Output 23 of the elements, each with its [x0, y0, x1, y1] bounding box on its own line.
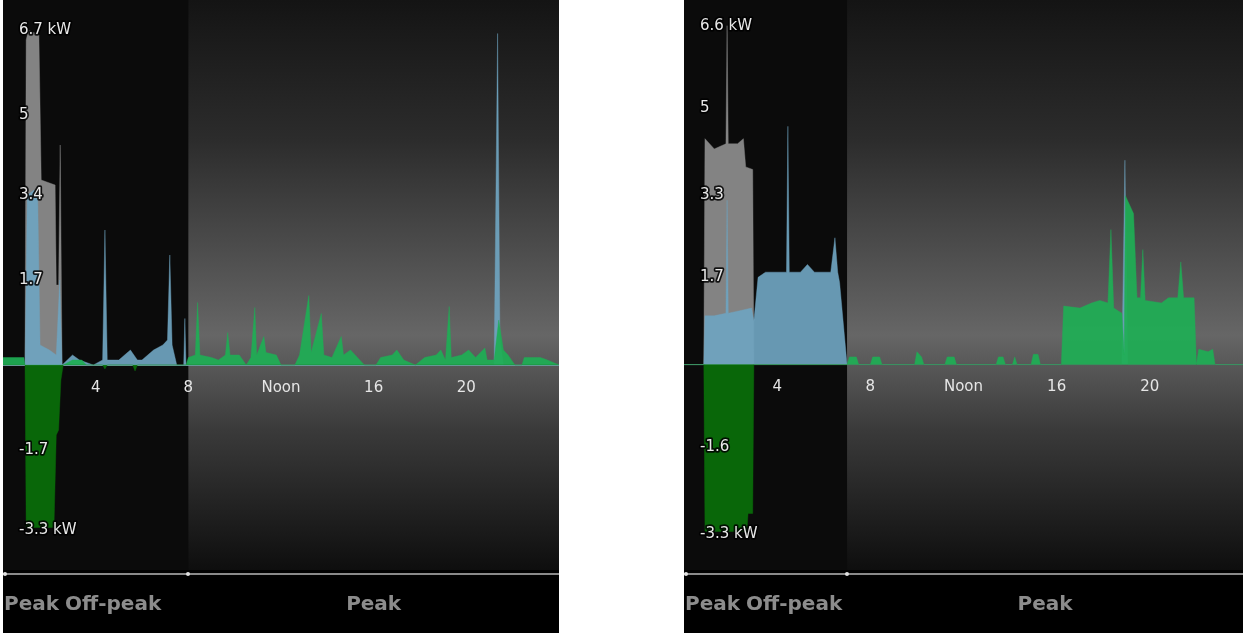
y-tick-label: -1.7 [19, 439, 49, 458]
x-tick-label: 20 [456, 377, 476, 396]
text: Peak [4, 591, 60, 615]
x-tick-label: 20 [1140, 377, 1160, 396]
text: Off-peak [65, 591, 162, 615]
text: Peak [685, 591, 741, 615]
text: Peak [1017, 591, 1073, 615]
x-tick-label: 4 [772, 377, 782, 396]
y-tick-label: 5 [700, 97, 710, 116]
x-tick-label: Noon [261, 377, 301, 396]
text: Peak [346, 591, 402, 615]
y-tick-label: 6.6 kW [700, 15, 753, 34]
text: Off-peak [746, 591, 843, 615]
x-tick-label: 16 [1047, 377, 1067, 396]
x-tick-label: 8 [865, 377, 876, 396]
y-tick-label: -3.3 kW [700, 523, 758, 542]
x-tick-label: 8 [183, 377, 194, 396]
y-tick-label: -1.6 [700, 436, 730, 455]
y-tick-label: 6.7 kW [19, 19, 72, 38]
x-tick-label: 16 [364, 377, 384, 396]
x-tick-label: Noon [943, 377, 984, 396]
y-tick-label: -3.3 kW [19, 519, 77, 538]
x-tick-label: 4 [90, 377, 101, 396]
